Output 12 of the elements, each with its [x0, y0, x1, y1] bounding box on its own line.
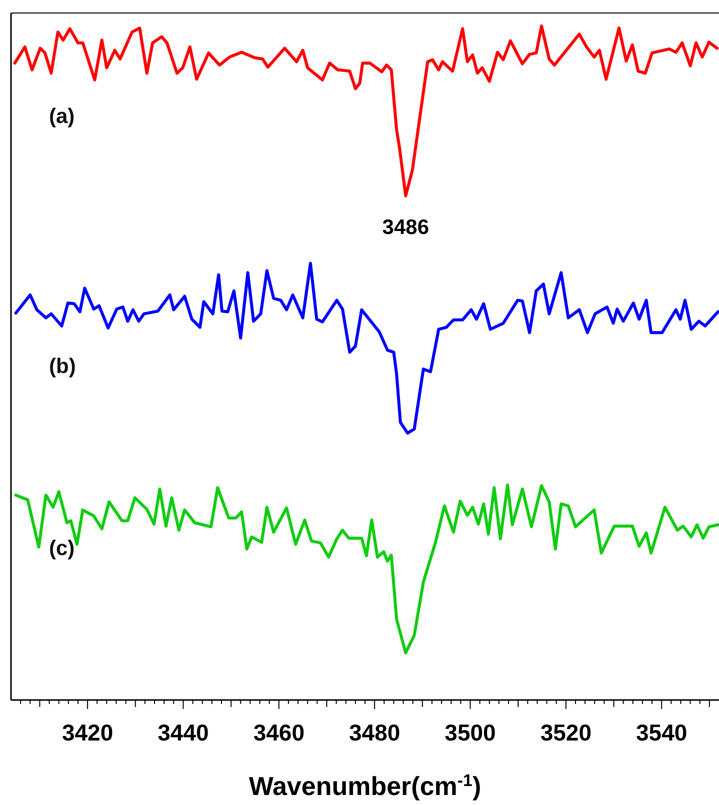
- x-tick-label: 3480: [348, 719, 400, 746]
- series-label: (a): [49, 105, 75, 128]
- series-label: (c): [49, 537, 75, 560]
- x-tick-label: 3440: [158, 719, 209, 746]
- x-tick-label: 3520: [540, 719, 592, 746]
- x-tick-label: 3460: [253, 719, 304, 746]
- x-axis-title: Wavenumber(cm$^{-1}$): [248, 770, 482, 801]
- x-tick-label: 3500: [444, 719, 496, 746]
- x-tick-label: 3420: [62, 719, 114, 746]
- x-tick-label: 3540: [636, 719, 688, 746]
- annotation: 3486: [382, 216, 430, 239]
- series-label: (b): [49, 355, 76, 378]
